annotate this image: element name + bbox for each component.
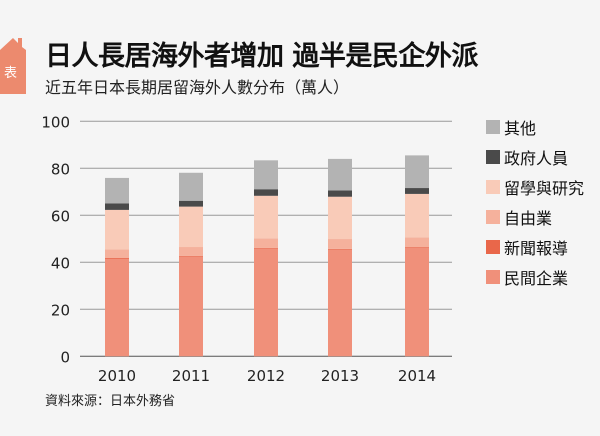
bar-segment — [105, 259, 129, 357]
bar-segment — [105, 203, 129, 210]
legend-swatch — [486, 180, 500, 194]
bar-segment — [405, 155, 429, 189]
bar-segment — [179, 206, 203, 248]
bar-segment — [328, 196, 352, 240]
legend-item: 自由業 — [486, 202, 584, 232]
x-tick-label: 2012 — [247, 367, 285, 385]
legend-label: 新聞報導 — [504, 239, 569, 258]
y-tick-label: 60 — [51, 207, 70, 225]
bar-segment — [328, 249, 352, 357]
bar-segment — [405, 247, 429, 248]
y-tick-label: 40 — [51, 254, 70, 272]
y-tick-label: 20 — [51, 301, 70, 319]
legend-item: 留學與研究 — [486, 172, 584, 202]
bar-segment — [105, 209, 129, 250]
bar-segment — [405, 247, 429, 357]
legend-swatch — [486, 270, 500, 284]
legend-label: 民間企業 — [504, 269, 569, 288]
x-tick-label: 2014 — [398, 367, 436, 385]
bar-segment — [105, 258, 129, 260]
bar-segment — [179, 255, 203, 257]
bar-segment — [179, 256, 203, 357]
legend-item: 新聞報導 — [486, 232, 584, 262]
bar-segment — [179, 247, 203, 256]
legend-label: 政府人員 — [504, 149, 569, 168]
legend-label: 自由業 — [504, 209, 553, 228]
bar-segment — [328, 248, 352, 250]
y-tick-label: 100 — [41, 113, 70, 131]
bar-segment — [254, 160, 278, 190]
legend-item: 其他 — [486, 112, 584, 142]
bar-segment — [105, 249, 129, 259]
bar-segment — [328, 239, 352, 249]
bar-segment — [405, 237, 429, 248]
bar-segment — [405, 193, 429, 238]
bar-segment — [254, 238, 278, 248]
bar-segment — [328, 158, 352, 191]
bar-segment — [254, 195, 278, 239]
source-note: 資料來源：日本外務省 — [45, 394, 176, 409]
bar-segment — [254, 189, 278, 196]
legend-swatch — [486, 150, 500, 164]
bar-segment — [254, 248, 278, 357]
legend-swatch — [486, 120, 500, 134]
bar-segment — [105, 177, 129, 204]
y-tick-label: 0 — [60, 348, 70, 366]
x-tick-label: 2013 — [321, 367, 359, 385]
legend-swatch — [486, 240, 500, 254]
x-tick-label: 2011 — [172, 367, 210, 385]
bar-segment — [328, 190, 352, 197]
y-tick-label: 80 — [51, 160, 70, 178]
bar-segment — [405, 188, 429, 194]
bar-segment — [179, 172, 203, 201]
x-tick-label: 2010 — [98, 367, 136, 385]
legend-label: 其他 — [504, 119, 537, 138]
legend: 其他政府人員留學與研究自由業新聞報導民間企業 — [486, 112, 584, 292]
legend-label: 留學與研究 — [504, 179, 585, 198]
bar-segment — [179, 200, 203, 207]
table-badge-label: 表 — [4, 66, 18, 81]
chart-title: 日人長居海外者增加 過半是民企外派 — [45, 41, 478, 72]
bar-segment — [254, 247, 278, 249]
legend-item: 民間企業 — [486, 262, 584, 292]
legend-swatch — [486, 210, 500, 224]
legend-item: 政府人員 — [486, 142, 584, 172]
table-badge-icon — [0, 38, 26, 94]
chart-subtitle: 近五年日本長期居留海外人數分布（萬人） — [45, 78, 350, 97]
